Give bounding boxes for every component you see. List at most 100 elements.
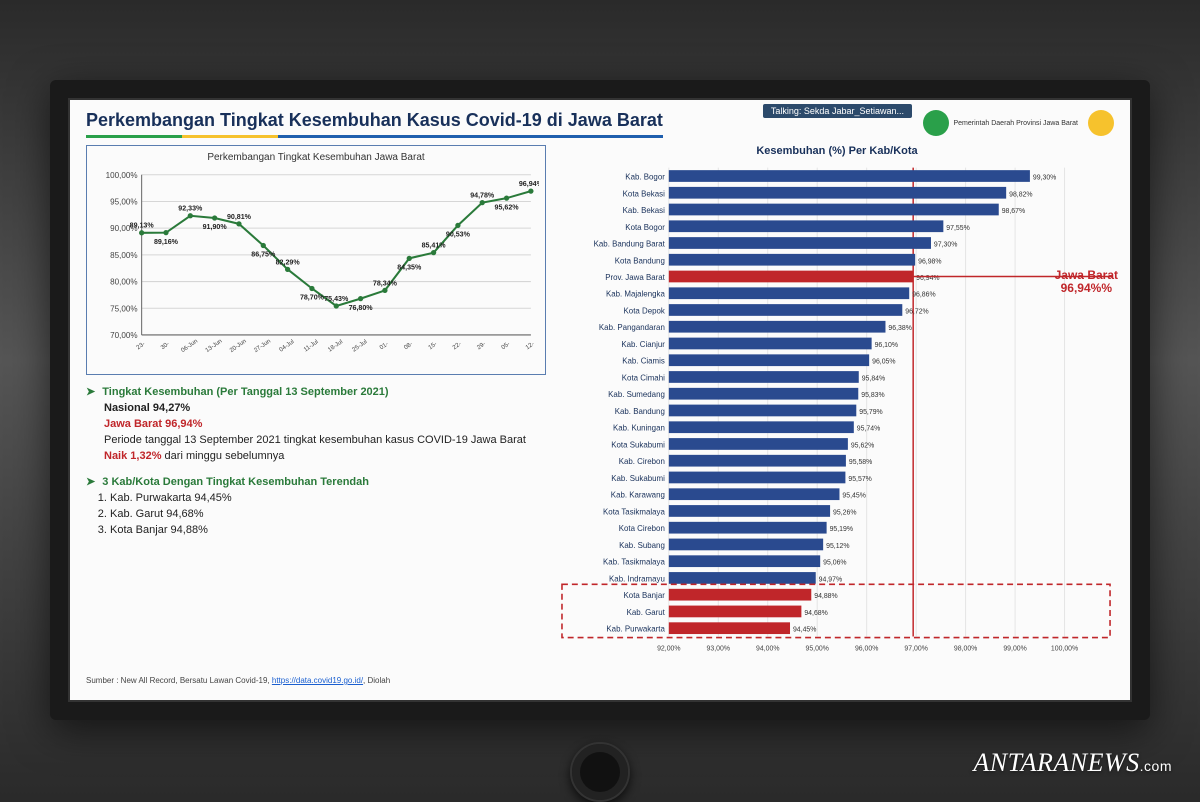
svg-text:80,00%: 80,00% — [110, 278, 137, 287]
svg-text:Kab. Cirebon: Kab. Cirebon — [619, 457, 665, 466]
svg-text:95,62%: 95,62% — [851, 442, 874, 449]
logo-group: Pemerintah Daerah Provinsi Jawa Barat — [923, 110, 1114, 136]
svg-text:Kota Tasikmalaya: Kota Tasikmalaya — [603, 507, 665, 516]
svg-text:Kab. Subang: Kab. Subang — [619, 541, 665, 550]
shield-icon — [923, 110, 949, 136]
svg-text:76,80%: 76,80% — [349, 304, 374, 312]
svg-text:Kab. Bogor: Kab. Bogor — [625, 173, 665, 182]
bullet1-jabar: Jawa Barat 96,94% — [104, 417, 546, 433]
svg-text:01-: 01- — [378, 340, 389, 351]
right-column: Kesembuhan (%) Per Kab/Kota 92,00%93,00%… — [560, 145, 1114, 685]
slide-title: Perkembangan Tingkat Kesembuhan Kasus Co… — [86, 110, 663, 131]
svg-text:08-: 08- — [403, 340, 414, 351]
list-item: Kota Banjar 94,88% — [110, 523, 546, 539]
svg-text:96,00%: 96,00% — [855, 645, 878, 652]
line-chart-title: Perkembangan Tingkat Kesembuhan Jawa Bar… — [93, 152, 539, 163]
svg-text:95,00%: 95,00% — [805, 645, 828, 652]
svg-text:94,97%: 94,97% — [819, 576, 842, 583]
svg-text:95,45%: 95,45% — [842, 493, 865, 500]
svg-text:30-: 30- — [160, 340, 171, 351]
svg-text:95,62%: 95,62% — [495, 203, 520, 211]
svg-text:96,94%: 96,94% — [519, 180, 539, 188]
svg-text:13-Jun: 13-Jun — [204, 338, 223, 354]
svg-text:Kota Bogor: Kota Bogor — [625, 223, 665, 232]
svg-text:100,00%: 100,00% — [1051, 645, 1078, 652]
svg-text:Kota Banjar: Kota Banjar — [624, 591, 666, 600]
svg-text:70,00%: 70,00% — [110, 331, 137, 340]
presentation-slide: Talking: Sekda Jabar_Setiawan... Perkemb… — [50, 80, 1150, 720]
svg-text:97,00%: 97,00% — [904, 645, 927, 652]
svg-text:95,00%: 95,00% — [110, 198, 137, 207]
svg-text:25-Jul: 25-Jul — [351, 338, 369, 353]
svg-text:Kab. Majalengka: Kab. Majalengka — [606, 290, 665, 299]
svg-text:27-Jun: 27-Jun — [253, 338, 272, 354]
svg-text:95,57%: 95,57% — [848, 476, 871, 483]
svg-text:89,16%: 89,16% — [154, 238, 179, 246]
svg-text:95,26%: 95,26% — [833, 509, 856, 516]
svg-text:Kota Sukabumi: Kota Sukabumi — [611, 440, 665, 449]
svg-text:18-Jul: 18-Jul — [327, 338, 345, 353]
svg-text:94,45%: 94,45% — [793, 627, 816, 634]
bar-chart-title: Kesembuhan (%) Per Kab/Kota — [560, 145, 1114, 157]
source-link[interactable]: https://data.covid19.go.id/ — [272, 676, 363, 685]
svg-text:94,68%: 94,68% — [804, 610, 827, 617]
svg-text:05-: 05- — [500, 340, 511, 351]
svg-text:Kab. Pangandaran: Kab. Pangandaran — [599, 323, 665, 332]
svg-text:Kab. Ciamis: Kab. Ciamis — [622, 357, 665, 366]
svg-text:95,58%: 95,58% — [849, 459, 872, 466]
lowest-list: Kab. Purwakarta 94,45%Kab. Garut 94,68%K… — [110, 491, 546, 539]
svg-text:96,98%: 96,98% — [918, 258, 941, 265]
svg-text:90,81%: 90,81% — [227, 213, 252, 221]
svg-text:15-: 15- — [427, 340, 438, 351]
svg-text:Kab. Kuningan: Kab. Kuningan — [613, 424, 665, 433]
svg-text:84,35%: 84,35% — [397, 263, 422, 271]
svg-text:Kab. Indramayu: Kab. Indramayu — [609, 574, 665, 583]
svg-text:Kab. Cianjur: Kab. Cianjur — [621, 340, 665, 349]
svg-text:86,75%: 86,75% — [251, 251, 276, 259]
svg-text:95,84%: 95,84% — [862, 375, 885, 382]
svg-text:95,12%: 95,12% — [826, 543, 849, 550]
watermark: ANTARANEWS.com — [973, 748, 1172, 778]
svg-text:Kab. Tasikmalaya: Kab. Tasikmalaya — [603, 558, 665, 567]
svg-text:99,00%: 99,00% — [1003, 645, 1026, 652]
bullet-arrow-icon: ➤ — [86, 386, 95, 398]
svg-text:97,30%: 97,30% — [934, 242, 957, 249]
svg-text:98,00%: 98,00% — [954, 645, 977, 652]
svg-text:85,41%: 85,41% — [422, 242, 447, 250]
svg-text:75,43%: 75,43% — [324, 295, 349, 303]
content-columns: Perkembangan Tingkat Kesembuhan Jawa Bar… — [86, 145, 1114, 685]
svg-text:89,13%: 89,13% — [130, 222, 155, 230]
svg-text:Kota Bandung: Kota Bandung — [615, 256, 665, 265]
svg-text:95,83%: 95,83% — [861, 392, 884, 399]
svg-text:Kota Bekasi: Kota Bekasi — [623, 189, 665, 198]
svg-text:20-Jun: 20-Jun — [228, 338, 247, 354]
svg-text:Kab. Bekasi: Kab. Bekasi — [623, 206, 665, 215]
svg-text:Kab. Sukabumi: Kab. Sukabumi — [611, 474, 665, 483]
svg-text:100,00%: 100,00% — [106, 171, 138, 180]
svg-text:Kab. Bandung: Kab. Bandung — [615, 407, 665, 416]
bar-chart: 92,00%93,00%94,00%95,00%96,00%97,00%98,0… — [560, 161, 1114, 661]
line-chart-svg: 70,00%75,00%80,00%85,00%90,00%95,00%100,… — [93, 165, 539, 365]
svg-text:95,79%: 95,79% — [859, 409, 882, 416]
list-item: Kab. Purwakarta 94,45% — [110, 491, 546, 507]
svg-text:Kota Depok: Kota Depok — [624, 307, 665, 316]
svg-text:95,06%: 95,06% — [823, 560, 846, 567]
svg-text:Kab. Karawang: Kab. Karawang — [611, 491, 665, 500]
svg-text:85,00%: 85,00% — [110, 251, 137, 260]
svg-text:29-: 29- — [476, 340, 487, 351]
svg-text:98,67%: 98,67% — [1002, 208, 1025, 215]
svg-text:11-Jul: 11-Jul — [302, 338, 319, 353]
bullet1-nasional: Nasional 94,27% — [104, 401, 546, 417]
svg-text:96,38%: 96,38% — [888, 325, 911, 332]
svg-text:94,88%: 94,88% — [814, 593, 837, 600]
bullet1-head: Tingkat Kesembuhan (Per Tanggal 13 Septe… — [102, 386, 388, 398]
bullet1-desc: Periode tanggal 13 September 2021 tingka… — [104, 433, 546, 465]
svg-text:92,00%: 92,00% — [657, 645, 680, 652]
svg-text:91,90%: 91,90% — [203, 223, 228, 231]
svg-text:96,72%: 96,72% — [905, 309, 928, 316]
svg-text:Kab. Bandung Barat: Kab. Bandung Barat — [594, 240, 666, 249]
svg-text:04-Jul: 04-Jul — [278, 338, 296, 353]
svg-text:94,78%: 94,78% — [470, 192, 495, 200]
svg-text:Kab. Purwakarta: Kab. Purwakarta — [606, 625, 665, 634]
svg-text:95,74%: 95,74% — [857, 426, 880, 433]
